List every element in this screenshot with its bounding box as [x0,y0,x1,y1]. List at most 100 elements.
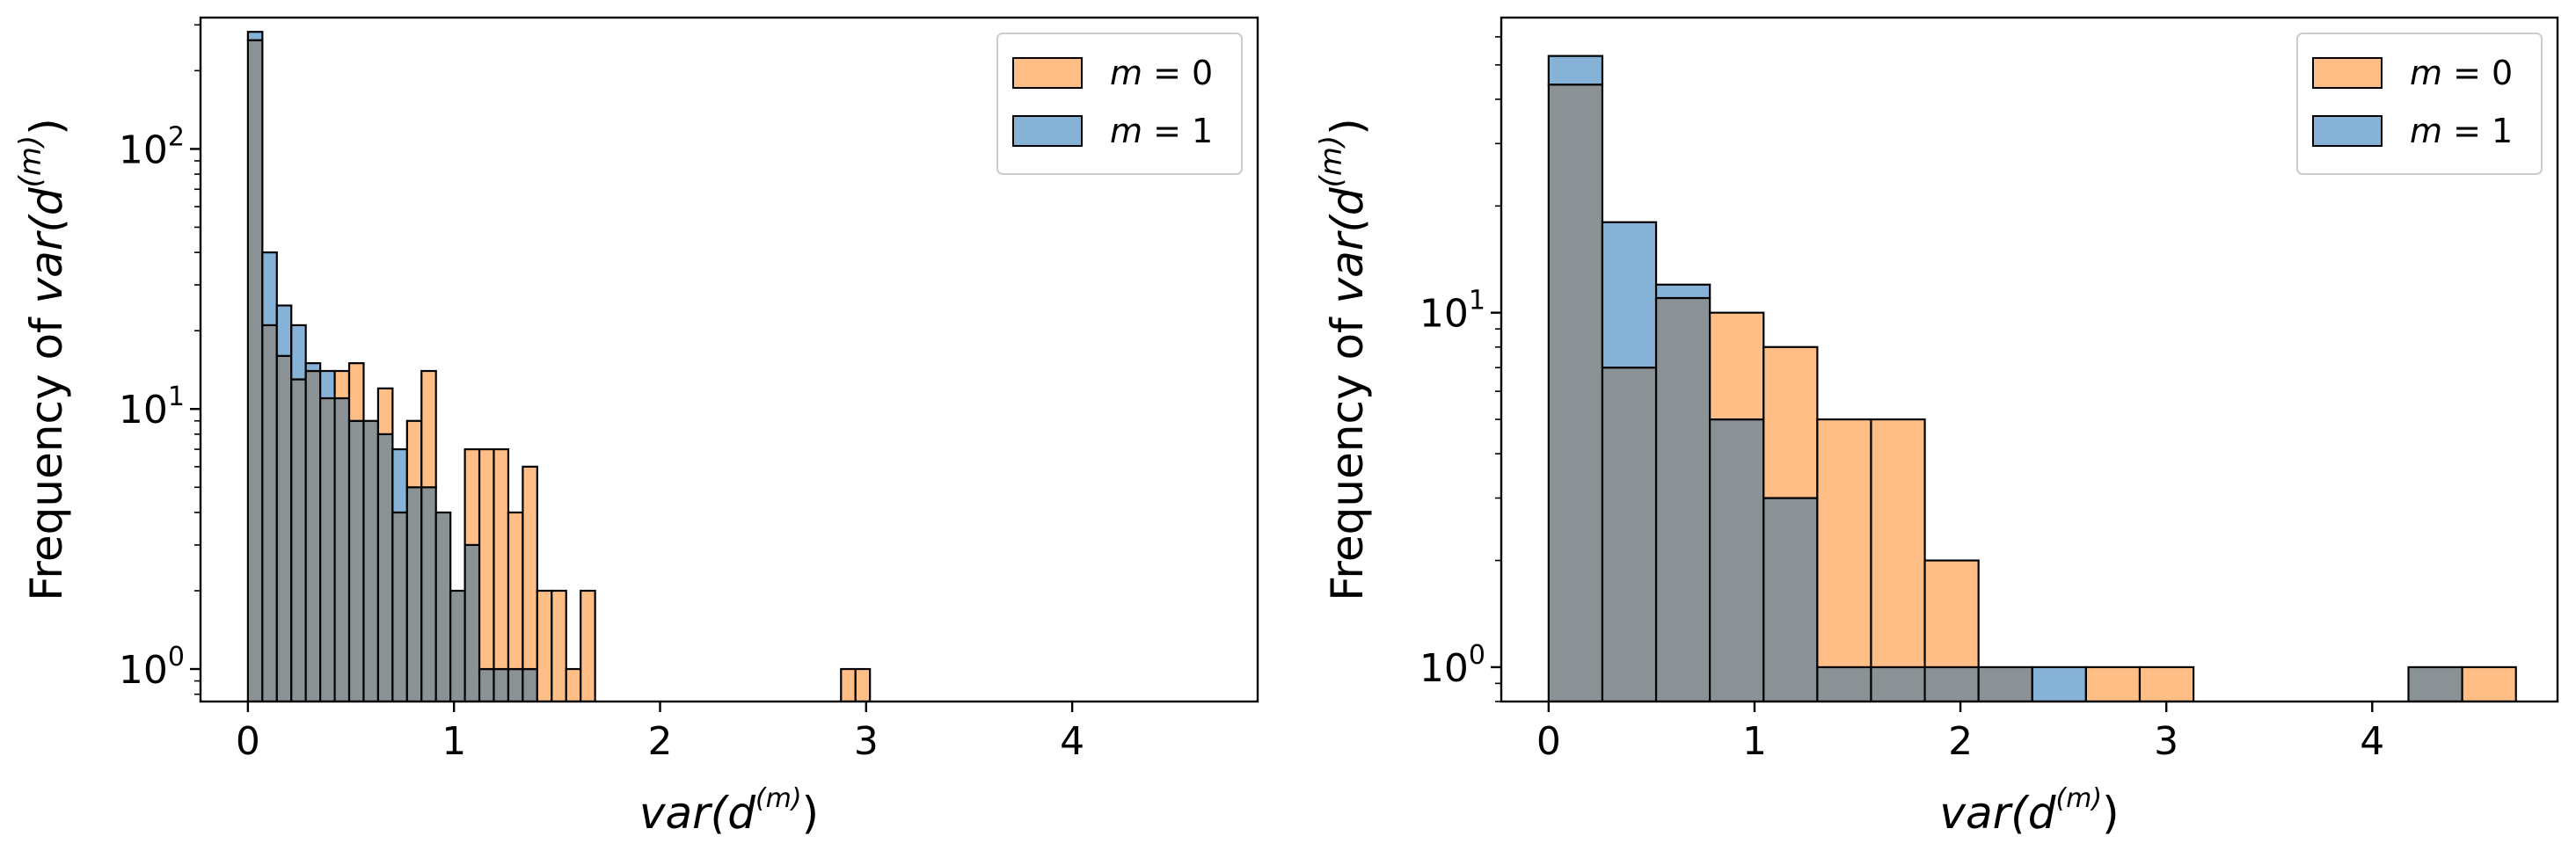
bar-m1 [290,324,307,381]
bar-overlap [1601,367,1658,702]
bar-m0 [2461,665,2517,702]
bar-m0 [463,447,481,547]
legend: m = 0 m = 1 [2296,33,2543,175]
bar-m0 [493,447,510,671]
histogram-panel-left: 0 1 2 3 4 100 101 102 var(d(m)) Frequency of var(… [13,16,1259,839]
bar-m0 [1816,418,1872,669]
bar-m0 [347,362,365,422]
bar-m0 [1709,311,1765,421]
bar-overlap [522,667,538,702]
bar-overlap [362,419,380,702]
y-tick-label: 100 [1419,640,1485,691]
bar-m1 [275,304,293,357]
y-axis-label: Frequency of var(d(m)) [1314,118,1373,600]
bar-overlap [493,667,510,702]
bar-overlap [333,396,351,702]
bar-overlap [1654,296,1711,702]
y-tick-label: 102 [119,121,185,172]
legend-label-m1: m = 1 [2410,112,2513,150]
bar-overlap [246,39,264,702]
bar-overlap [290,378,307,702]
bar-overlap [319,396,336,702]
x-tick-label: 4 [1060,719,1084,764]
bars [246,31,872,702]
bar-m0 [376,387,394,436]
bar-m0 [854,667,872,702]
bar-m1 [246,31,264,41]
legend-swatch-m0 [1012,57,1083,89]
bar-overlap [478,667,495,702]
x-tick-label: 2 [1948,719,1973,764]
bar-overlap [391,511,408,702]
y-tick-label: 100 [119,642,185,693]
bar-overlap [376,433,394,702]
legend-swatch-m0 [2312,57,2383,89]
bar-overlap [1816,665,1872,702]
x-tick-label: 3 [2154,719,2178,764]
bar-overlap [420,486,437,702]
legend-label-m1: m = 1 [1110,112,1213,150]
bar-overlap [1870,665,1926,702]
bar-overlap [463,543,481,702]
bar-m0 [551,589,567,702]
bar-overlap [275,354,293,702]
x-tick-label: 1 [441,719,466,764]
bar-overlap [1762,497,1819,702]
bar-m0 [405,419,423,489]
bar-m0 [420,369,437,489]
bar-overlap [405,486,423,702]
legend-swatch-m1 [2312,115,2383,147]
bar-m1 [1547,55,1604,86]
bar-m0 [507,511,524,671]
bar-overlap [304,369,322,702]
bar-overlap [347,419,365,702]
x-tick-label: 4 [2360,719,2384,764]
bar-m0 [478,447,495,671]
bar-overlap [1977,665,2033,702]
axes-frame [199,16,1259,703]
bar-m0 [2138,665,2195,702]
bar-overlap [261,324,278,702]
bar-overlap [449,589,466,702]
bar-m0 [522,465,538,671]
x-tick-label: 0 [1536,719,1561,764]
bar-m0 [1762,345,1819,499]
bar-m1 [304,362,322,373]
axes-frame [1500,16,2559,703]
x-tick-label: 3 [854,719,879,764]
bar-overlap [1923,665,1980,702]
bar-m1 [261,251,278,327]
bar-m1 [1654,283,1711,300]
y-axis-label: Frequency of var(d(m)) [13,118,72,600]
legend-swatch-m1 [1012,115,1083,147]
bar-m0 [580,589,596,702]
x-tick-label: 2 [648,719,673,764]
bars [1547,55,2517,702]
x-axis-label: var(d(m)) [639,783,819,839]
bar-m0 [333,369,351,400]
bar-overlap [2407,665,2463,702]
y-tick-label: 101 [119,382,185,433]
bar-m0 [536,589,553,702]
legend: m = 0 m = 1 [996,33,1243,175]
bar-m0 [2084,665,2142,702]
bar-m1 [319,369,336,400]
bar-m0 [1870,418,1926,669]
bar-overlap [507,667,524,702]
x-tick-label: 0 [236,719,260,764]
bar-m0 [1923,559,1980,669]
bar-m0 [840,667,857,702]
x-axis-label: var(d(m)) [1939,783,2119,839]
bar-overlap [1709,418,1765,702]
bar-m1 [391,447,408,514]
bar-m1 [2031,665,2087,702]
bar-m0 [565,667,582,702]
y-tick-label: 101 [1419,286,1485,337]
legend-label-m0: m = 0 [2410,54,2513,92]
histogram-panel-right: 0 1 2 3 4 100 101 var(d(m)) Frequency of var(d(m… [1314,16,2559,839]
bar-m1 [1601,221,1658,369]
legend-label-m0: m = 0 [1110,54,1213,92]
bar-overlap [434,511,452,702]
bar-overlap [1547,84,1604,702]
